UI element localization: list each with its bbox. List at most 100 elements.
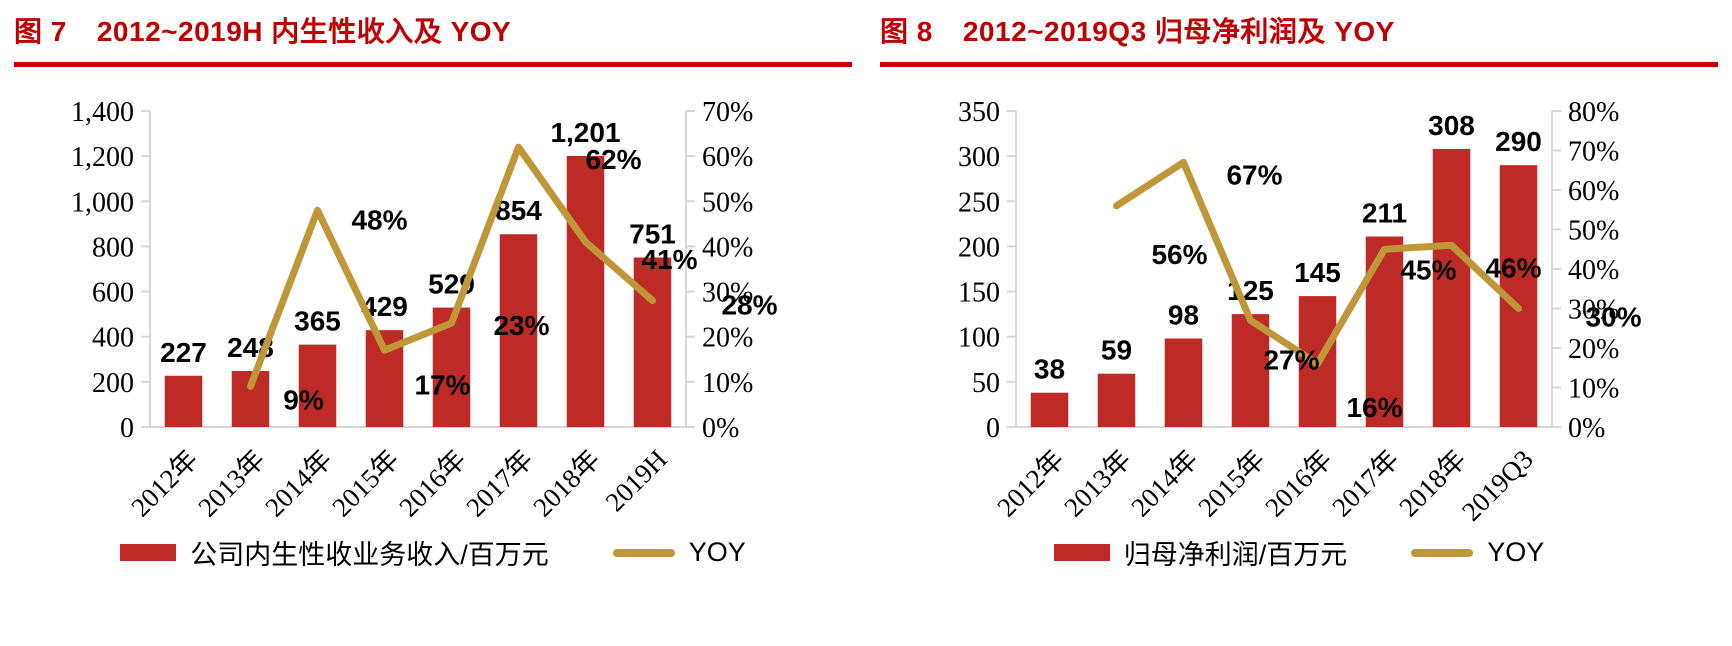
figure-header: 图 7 2012~2019H 内生性收入及 YOY <box>14 10 852 50</box>
svg-text:200: 200 <box>958 232 1000 263</box>
svg-text:300: 300 <box>958 142 1000 173</box>
legend-item-bar: 归母净利润/百万元 <box>1053 533 1348 572</box>
svg-text:70%: 70% <box>702 97 753 128</box>
bar <box>1030 392 1069 427</box>
svg-text:10%: 10% <box>1568 374 1619 405</box>
bar <box>298 344 337 427</box>
yoy-line <box>247 143 656 390</box>
svg-text:2019H: 2019H <box>600 444 673 517</box>
bar <box>1097 373 1136 427</box>
bar <box>633 257 672 427</box>
svg-text:250: 250 <box>958 187 1000 218</box>
svg-text:350: 350 <box>958 97 1000 128</box>
svg-text:2017年: 2017年 <box>460 444 538 522</box>
svg-text:2018年: 2018年 <box>527 444 605 522</box>
svg-text:145: 145 <box>1294 257 1341 288</box>
legend-label: YOY <box>688 537 746 567</box>
svg-text:2013年: 2013年 <box>1058 444 1136 522</box>
svg-text:2016年: 2016年 <box>393 444 471 522</box>
x-axis-labels: 2012年2013年2014年2015年2016年2017年2018年2019Q… <box>991 444 1538 527</box>
svg-text:290: 290 <box>1495 126 1542 157</box>
figure-title: 2012~2019H 内生性收入及 YOY <box>96 16 512 47</box>
net-profit-yoy-chart: 35030025020015010050080%70%60%50%40%30%2… <box>958 97 1642 527</box>
svg-text:30%: 30% <box>702 278 753 309</box>
svg-text:211: 211 <box>1362 197 1407 228</box>
svg-text:1,201: 1,201 <box>550 117 620 148</box>
bar <box>566 155 605 427</box>
svg-text:0%: 0% <box>702 413 739 444</box>
svg-text:2014年: 2014年 <box>1125 444 1203 522</box>
svg-text:2015年: 2015年 <box>326 444 404 522</box>
title-underline <box>14 62 852 67</box>
bar <box>1432 148 1471 428</box>
chart-panel-revenue: 图 7 2012~2019H 内生性收入及 YOY 1,400 1,200 1,00… <box>0 0 866 572</box>
bar <box>1231 314 1270 427</box>
svg-text:16%: 16% <box>1346 392 1402 423</box>
svg-text:227: 227 <box>160 337 207 368</box>
svg-text:40%: 40% <box>702 232 753 263</box>
svg-text:2017年: 2017年 <box>1326 444 1404 522</box>
svg-text:38: 38 <box>1034 354 1065 385</box>
chart-legend: 公司内生性收业务收入/百万元 YOY <box>14 533 852 572</box>
chart-legend: 归母净利润/百万元 YOY <box>880 533 1718 572</box>
bar-series-swatch <box>1053 544 1110 561</box>
svg-text:80%: 80% <box>1568 97 1619 128</box>
bar <box>1164 338 1203 427</box>
yoy-line <box>1113 158 1522 368</box>
svg-text:0: 0 <box>120 413 134 444</box>
svg-text:800: 800 <box>92 232 134 263</box>
svg-text:30%: 30% <box>1568 295 1619 326</box>
svg-text:50%: 50% <box>702 187 753 218</box>
svg-text:50%: 50% <box>1568 216 1619 247</box>
svg-text:2012年: 2012年 <box>991 444 1069 522</box>
figure-header: 图 8 2012~2019Q3 归母净利润及 YOY <box>880 10 1718 50</box>
figure-title: 2012~2019Q3 归母净利润及 YOY <box>962 16 1395 47</box>
svg-text:600: 600 <box>92 278 134 309</box>
svg-text:41%: 41% <box>641 244 697 275</box>
svg-text:17%: 17% <box>414 369 470 400</box>
svg-text:0%: 0% <box>1568 413 1605 444</box>
svg-text:10%: 10% <box>702 368 753 399</box>
svg-text:50: 50 <box>972 368 1000 399</box>
legend-label: YOY <box>1487 537 1545 567</box>
svg-text:30%: 30% <box>1585 302 1641 333</box>
svg-text:751: 751 <box>629 218 676 249</box>
svg-text:23%: 23% <box>493 310 549 341</box>
svg-text:200: 200 <box>92 368 134 399</box>
figure-label: 图 8 <box>880 16 933 47</box>
bar <box>499 234 538 427</box>
svg-text:46%: 46% <box>1485 252 1541 283</box>
svg-text:1,200: 1,200 <box>71 142 134 173</box>
line-series-swatch <box>612 548 675 557</box>
axes: 1,400 1,200 1,000 800 600 400 200 0 70% 60% 50% 40%… <box>71 97 753 444</box>
svg-text:62%: 62% <box>585 144 641 175</box>
svg-text:2013年: 2013年 <box>192 444 270 522</box>
svg-text:1,400: 1,400 <box>71 97 134 128</box>
svg-text:150: 150 <box>958 278 1000 309</box>
svg-text:0: 0 <box>986 413 1000 444</box>
svg-text:20%: 20% <box>702 323 753 354</box>
line-series-swatch <box>1411 548 1474 557</box>
svg-text:2016年: 2016年 <box>1259 444 1337 522</box>
svg-text:1,000: 1,000 <box>71 187 134 218</box>
svg-text:28%: 28% <box>721 290 777 321</box>
legend-label: 归母净利润/百万元 <box>1123 540 1348 570</box>
bar-series-swatch <box>120 544 177 561</box>
chart-panel-net-profit: 图 8 2012~2019Q3 归母净利润及 YOY 350 300 250 200 1… <box>866 0 1732 572</box>
svg-text:20%: 20% <box>1568 334 1619 365</box>
svg-text:40%: 40% <box>1568 255 1619 286</box>
legend-item-line: YOY <box>1411 537 1544 568</box>
svg-text:60%: 60% <box>702 142 753 173</box>
title-underline <box>880 62 1718 67</box>
yoy-labels: 56% 67% 27% 16% 45% 46% 30% <box>1151 159 1641 422</box>
svg-text:67%: 67% <box>1226 159 1282 190</box>
legend-item-bar: 公司内生性收业务收入/百万元 <box>120 533 549 572</box>
svg-text:98: 98 <box>1168 300 1199 331</box>
svg-text:308: 308 <box>1428 110 1475 141</box>
svg-text:45%: 45% <box>1400 254 1456 285</box>
svg-text:400: 400 <box>92 323 134 354</box>
svg-text:59: 59 <box>1101 335 1132 366</box>
svg-text:2019Q3: 2019Q3 <box>1456 444 1539 527</box>
